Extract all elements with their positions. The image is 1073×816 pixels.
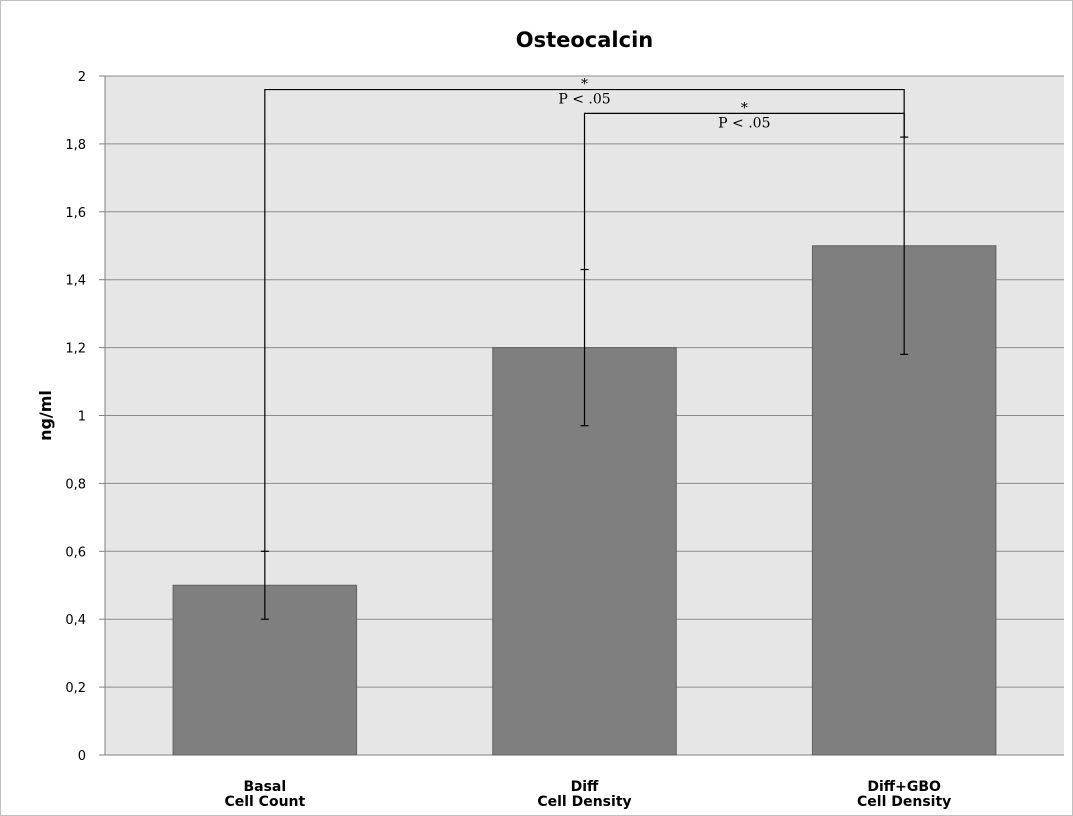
- significance-label: P < .05: [718, 115, 770, 131]
- y-tick-label: 0,2: [65, 681, 86, 696]
- y-tick-label: 0,8: [65, 477, 86, 492]
- category-label: Cell Count: [224, 794, 305, 810]
- significance-label: P < .05: [558, 92, 610, 108]
- y-tick-labels: 0 0,2 0,4 0,6 0,8 1 1,2 1,4 1,6 1,8 2: [65, 70, 86, 764]
- y-tick-label: 1,4: [65, 274, 86, 289]
- category-label: Cell Density: [857, 794, 951, 810]
- y-tick-label: 2: [78, 70, 86, 85]
- y-tick-label: 0,6: [65, 545, 86, 560]
- y-tick-label: 1,6: [65, 206, 86, 221]
- significance-star: *: [741, 100, 748, 116]
- y-tick-label: 0,4: [65, 613, 86, 628]
- y-tick-label: 1,8: [65, 138, 86, 153]
- category-label: Diff: [571, 779, 599, 795]
- error-bars: [260, 136, 909, 620]
- category-label: Cell Density: [537, 794, 631, 810]
- y-axis-label: ng/ml: [36, 390, 55, 441]
- y-tick-label: 0: [78, 749, 86, 764]
- chart-title: Osteocalcin: [516, 28, 653, 52]
- significance-bracket: [583, 112, 905, 270]
- category-label: Diff+GBO: [867, 779, 941, 795]
- y-tick-label: 1: [78, 410, 86, 425]
- category-label: Basal: [243, 779, 286, 795]
- y-tick-label: 1,2: [65, 342, 86, 357]
- significance-brackets: *P < .05*P < .05: [264, 77, 905, 552]
- significance-star: *: [581, 77, 588, 93]
